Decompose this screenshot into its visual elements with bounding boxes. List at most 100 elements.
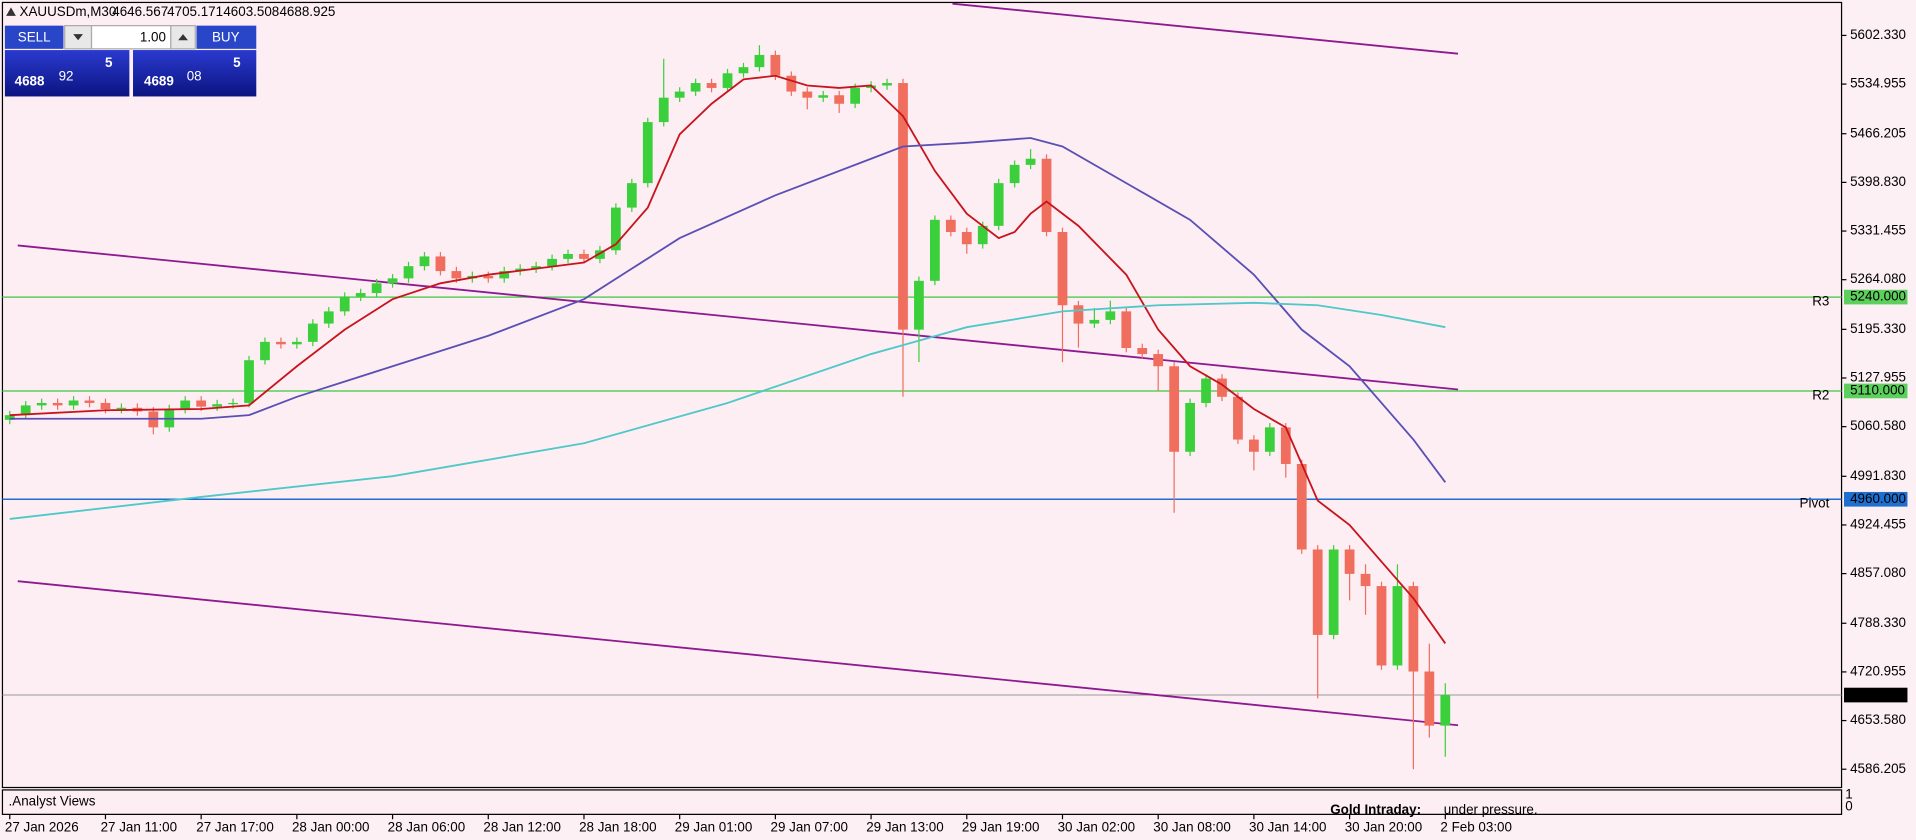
trendline <box>17 244 1459 391</box>
candle-body <box>52 402 63 406</box>
candle-body <box>563 253 573 259</box>
candle-body <box>1217 378 1227 397</box>
x-tick-label: 28 Jan 18:00 <box>579 819 657 834</box>
candle-body <box>260 341 270 361</box>
candle-body <box>1280 427 1291 464</box>
y-tick-label: 5331.455 <box>1850 223 1906 238</box>
candle-body <box>706 83 717 88</box>
candle-body <box>738 67 749 74</box>
bid-big[interactable]: 4688 <box>15 73 45 88</box>
y-tick-label: 5466.205 <box>1850 125 1906 140</box>
symbol: XAUUSDm,M30 <box>20 4 117 19</box>
candle-body <box>1073 305 1084 324</box>
x-tick-label: 30 Jan 08:00 <box>1153 819 1231 834</box>
buy-button[interactable] <box>196 25 257 49</box>
y-tick-label: 4924.455 <box>1850 517 1906 532</box>
quote-low: 4603.508 <box>223 4 279 19</box>
candle-body <box>754 54 765 68</box>
y-tick-label: 5264.080 <box>1850 271 1906 286</box>
y-tick-label: 4720.955 <box>1850 663 1906 678</box>
indicator-panel <box>1 789 1843 815</box>
candle-body <box>690 83 701 92</box>
x-tick-label: 28 Jan 00:00 <box>292 819 370 834</box>
candle-body <box>1009 164 1020 184</box>
candle-body <box>1121 311 1132 348</box>
x-tick-label: 27 Jan 2026 <box>5 819 79 834</box>
candle-body <box>674 91 685 98</box>
x-tick-label: 28 Jan 12:00 <box>483 819 561 834</box>
candle-body <box>579 253 589 259</box>
candle-body <box>1264 427 1275 452</box>
level-price: 5110.000 <box>1850 383 1905 398</box>
candle-body <box>1169 366 1180 452</box>
candle-body <box>244 360 254 403</box>
y-tick-label: 5127.955 <box>1850 370 1906 385</box>
x-tick-label: 29 Jan 13:00 <box>866 819 944 834</box>
candle-body <box>1328 549 1339 635</box>
candle-body <box>914 280 924 330</box>
ask-fraction[interactable]: 5 <box>233 55 241 70</box>
candle-body <box>547 258 557 267</box>
moving-average <box>9 74 1447 644</box>
candle-body <box>1296 463 1307 550</box>
candle-body <box>387 278 398 284</box>
ask-big[interactable]: 4689 <box>144 73 174 88</box>
ask-box[interactable] <box>133 50 257 97</box>
down-arrow <box>73 34 83 41</box>
candle-body <box>882 83 892 86</box>
x-tick-label: 29 Jan 19:00 <box>962 819 1040 834</box>
candle-body <box>1089 319 1100 324</box>
annotation-text: under pressure. <box>1444 802 1538 817</box>
candle-body <box>84 400 95 403</box>
candle-body <box>898 83 908 330</box>
y-tick-label: 4788.330 <box>1850 615 1906 630</box>
candle-body <box>180 400 191 410</box>
quote-open: 4646.567 <box>112 4 168 19</box>
candle-body <box>276 341 286 345</box>
candle-body <box>307 323 318 342</box>
candle-body <box>339 296 350 312</box>
candle-body <box>435 256 446 272</box>
plot-frame <box>1 1 1843 789</box>
candle-body <box>116 407 127 410</box>
y-tick-label: 5602.330 <box>1850 27 1906 42</box>
candle-body <box>945 219 956 233</box>
candle-body <box>100 402 111 410</box>
lot-value[interactable]: 1.00 <box>140 29 166 44</box>
y-tick-label: 5060.580 <box>1850 418 1906 433</box>
candle-body <box>626 183 637 208</box>
ask-pips[interactable]: 08 <box>187 68 202 83</box>
candle-body <box>4 415 15 420</box>
buy-label[interactable]: BUY <box>212 29 240 44</box>
level-price-box <box>1843 289 1908 305</box>
candle-body <box>1233 396 1243 440</box>
candle-body <box>1424 671 1435 726</box>
y-tick-label: 4991.830 <box>1850 468 1906 483</box>
candle-body <box>930 219 940 281</box>
bid-pips[interactable]: 92 <box>59 68 74 83</box>
candle-body <box>403 266 414 279</box>
candle-body <box>1312 549 1323 635</box>
x-tick-label: 2 Feb 03:00 <box>1440 819 1512 834</box>
candle-body <box>451 271 462 279</box>
level-name: R2 <box>1812 387 1829 402</box>
indicator-scale-label: 0 <box>1845 799 1852 814</box>
y-tick-label: 5195.330 <box>1850 321 1906 336</box>
candle-body <box>291 341 302 345</box>
sell-label[interactable]: SELL <box>18 29 51 44</box>
y-tick-label: 4857.080 <box>1850 565 1906 580</box>
y-tick-label: 5534.955 <box>1850 76 1906 91</box>
candle-body <box>1408 586 1419 672</box>
level-price-box <box>1843 491 1908 507</box>
bid-box[interactable] <box>4 50 130 97</box>
bid-fraction[interactable]: 5 <box>105 55 113 70</box>
candle-body <box>802 91 813 98</box>
level-price-box <box>1843 383 1908 399</box>
sell-button[interactable] <box>4 25 64 49</box>
quote-close: 4688.925 <box>279 4 335 19</box>
candle-body <box>1376 586 1387 666</box>
candle-body <box>228 402 238 405</box>
level-name: Pivot <box>1800 496 1830 511</box>
candle-body <box>658 97 669 123</box>
